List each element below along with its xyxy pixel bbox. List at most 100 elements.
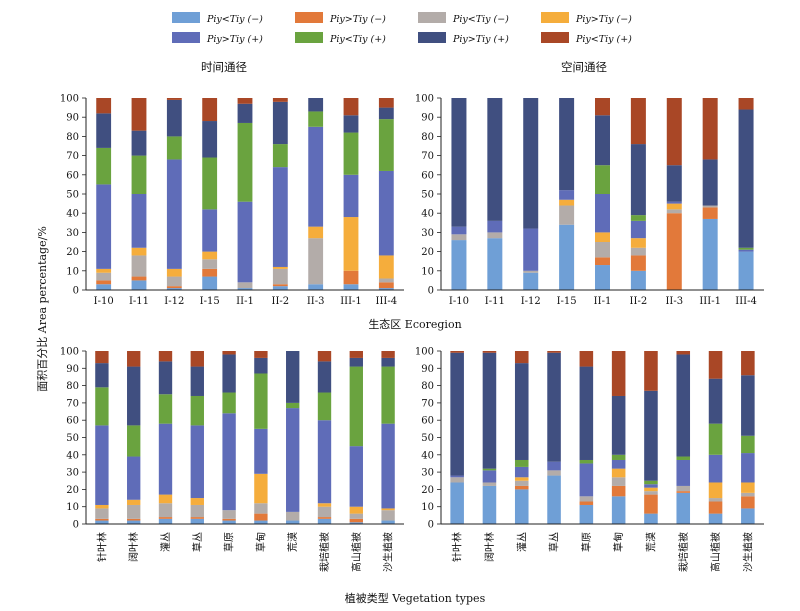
bar-segment <box>95 518 109 521</box>
bar-segment <box>644 513 658 524</box>
bar-segment <box>741 482 755 493</box>
bar-segment <box>487 98 503 221</box>
x-tick-label: III-4 <box>735 296 757 307</box>
bar-segment <box>272 284 288 287</box>
bar-segment <box>630 215 646 221</box>
x-tick-label: I-10 <box>449 296 469 307</box>
legend-item: Piy>Tiy (−) <box>295 12 386 25</box>
bar-segment <box>514 489 529 524</box>
bar-segment <box>308 226 324 239</box>
bar-segment <box>158 423 173 495</box>
bar-segment <box>378 98 394 108</box>
y-tick-label: 100 <box>60 94 79 105</box>
legend-item: Piy>Tiy (+) <box>418 32 509 45</box>
bar-segment <box>630 247 646 256</box>
bar-segment <box>95 508 109 519</box>
bar-segment <box>190 425 204 499</box>
bar-segment <box>237 98 253 104</box>
bar-segment <box>611 496 626 524</box>
bar-stack-6 <box>272 98 288 290</box>
legend-swatch <box>418 12 446 23</box>
x-tick-label: II-3 <box>665 296 683 307</box>
y-tick-label: 40 <box>421 209 434 220</box>
bar-segment <box>738 247 754 250</box>
bar-stack-2 <box>127 351 141 524</box>
legend-label: Piy<Tiy (+) <box>329 34 386 45</box>
bar-segment <box>559 224 575 290</box>
bar-segment <box>378 107 394 120</box>
y-tick-label: 50 <box>421 190 434 201</box>
bar-segment <box>702 205 718 208</box>
x-tick-label: 草丛 <box>549 532 561 552</box>
bar-segment <box>630 255 646 271</box>
bar-segment <box>95 504 109 509</box>
y-tick-label: 20 <box>66 247 79 258</box>
legend-swatch <box>541 32 569 43</box>
x-tick-label: I-12 <box>164 296 184 307</box>
legend-swatch <box>295 12 323 23</box>
bar-stack-4 <box>547 351 561 524</box>
bar-segment <box>127 351 141 367</box>
bar-segment <box>741 351 755 376</box>
x-tick-label: 针叶林 <box>451 532 464 562</box>
bar-segment <box>131 194 147 248</box>
legend-swatch <box>418 32 446 43</box>
bar-segment <box>644 480 658 485</box>
bar-segment <box>343 115 359 133</box>
x-tick-label: 沙生植被 <box>741 532 754 572</box>
bar-segment <box>96 98 112 114</box>
chart-panel-3: 0 10 20 30 40 50 60 70 80 90 100 针叶林 阔叶林 灌丛 草丛 草原 草甸 荒漠 栽培… <box>60 347 404 572</box>
x-tick-label: III-4 <box>376 296 398 307</box>
bar-stack-7 <box>286 351 300 524</box>
chart-title: 时间通径 <box>201 60 247 74</box>
bar-segment <box>317 420 332 504</box>
bar-segment <box>579 501 594 505</box>
bar-segment <box>158 351 173 362</box>
x-tick-label: II-1 <box>236 296 254 307</box>
bar-segment <box>741 496 755 509</box>
bar-segment <box>378 288 394 290</box>
bar-segment <box>741 375 755 436</box>
bar-segment <box>514 480 529 486</box>
bar-segment <box>95 363 109 388</box>
y-tick-label: 100 <box>60 347 79 358</box>
bar-stack-9 <box>378 98 394 290</box>
bar-segment <box>450 475 464 478</box>
bar-segment <box>190 395 204 426</box>
bar-segment <box>451 240 467 290</box>
bar-segment <box>381 351 395 358</box>
bar-segment <box>190 517 204 519</box>
bar-segment <box>349 518 363 523</box>
bar-segment <box>272 286 288 290</box>
bar-segment <box>349 357 363 367</box>
x-tick-label: I-10 <box>94 296 114 307</box>
bar-stack-5 <box>237 98 253 290</box>
y-tick-label: 20 <box>66 485 79 496</box>
bar-segment <box>514 351 529 364</box>
bar-segment <box>349 513 363 519</box>
bar-segment <box>482 485 497 524</box>
y-tick-label: 50 <box>421 433 434 444</box>
bar-stack-10 <box>741 351 755 524</box>
bar-stack-5 <box>222 351 236 524</box>
bar-segment <box>166 286 182 289</box>
bar-segment <box>190 518 204 524</box>
bar-segment <box>95 351 109 364</box>
y-tick-label: 10 <box>66 266 79 277</box>
bar-segment <box>343 174 359 218</box>
x-tick-label: 草甸 <box>254 532 267 552</box>
bar-segment <box>514 363 529 460</box>
y-tick-label: 40 <box>66 209 79 220</box>
bar-segment <box>127 425 141 457</box>
bar-segment <box>222 392 236 414</box>
bar-stack-4 <box>559 98 575 290</box>
bar-segment <box>254 520 268 524</box>
bar-segment <box>127 456 141 500</box>
bar-segment <box>644 494 658 514</box>
bar-segment <box>579 463 594 497</box>
x-tick-label: II-3 <box>307 296 325 307</box>
bar-segment <box>190 366 204 396</box>
bar-segment <box>451 98 467 227</box>
bar-segment <box>378 282 394 289</box>
bar-segment <box>272 167 288 267</box>
